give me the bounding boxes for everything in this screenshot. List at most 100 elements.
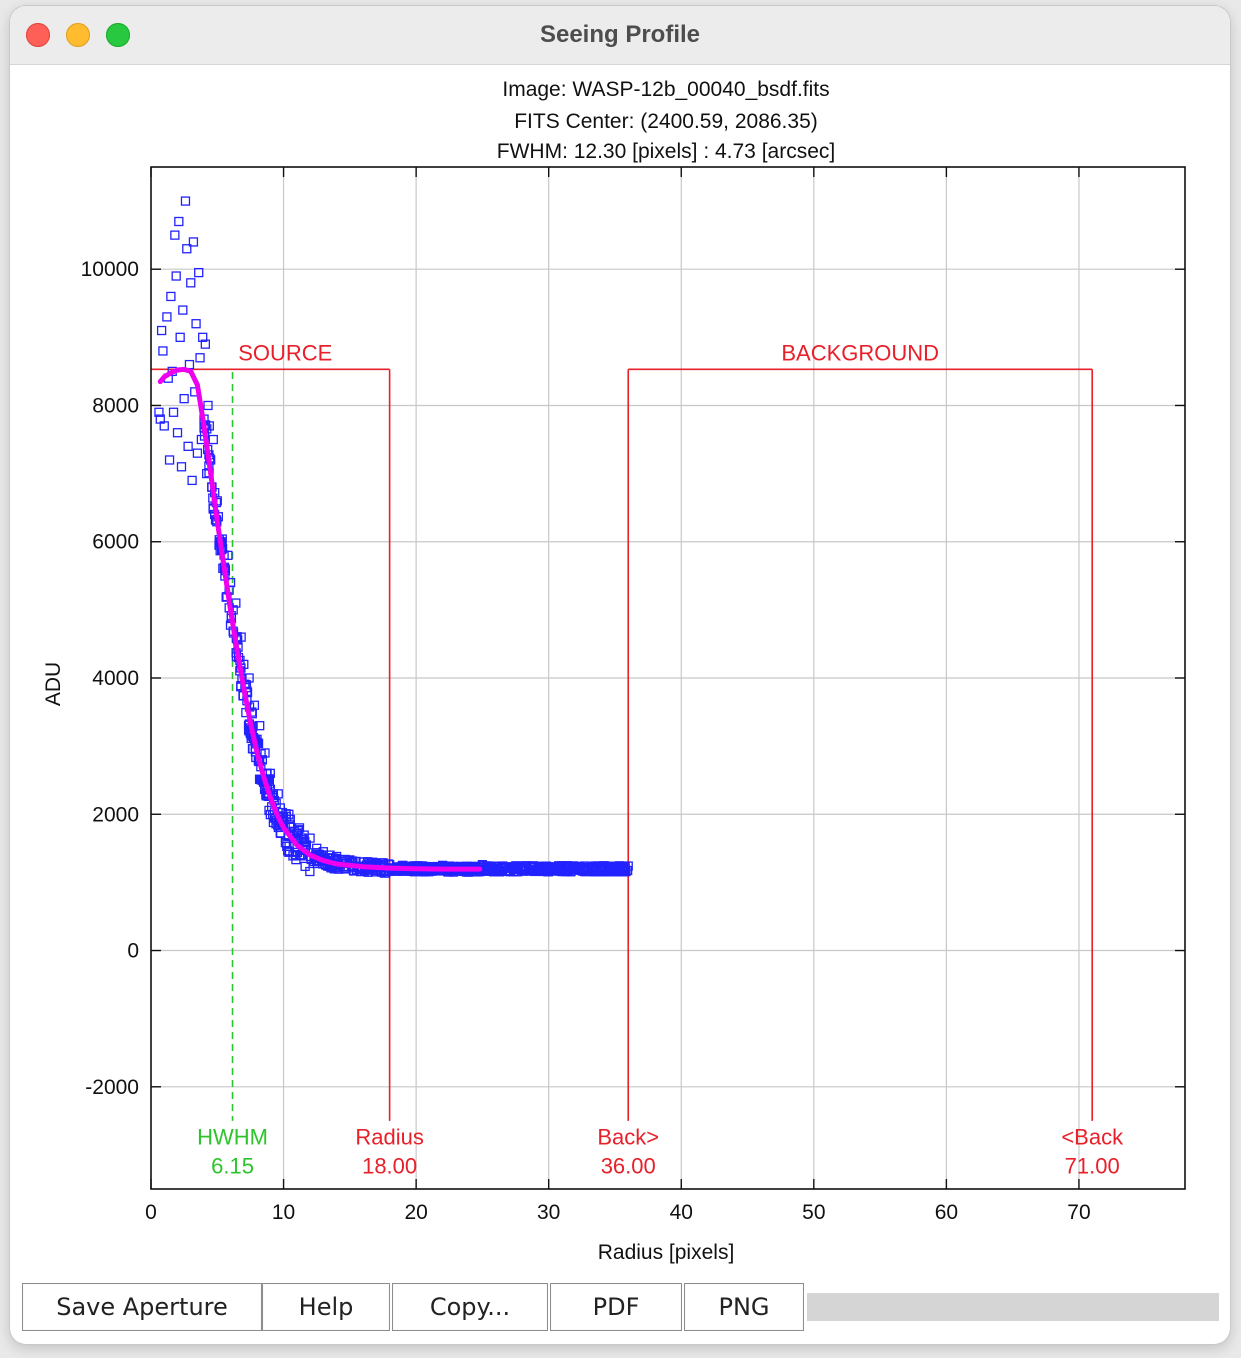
radius-marker-label: Radius [355,1125,423,1150]
y-tick-label: 8000 [92,394,139,417]
x-tick-label: 10 [272,1201,295,1224]
hwhm-marker-value: 6.15 [211,1153,254,1178]
title-fits-center: FITS Center: (2400.59, 2086.35) [514,110,818,133]
back-outer-marker-value: 71.00 [1065,1153,1120,1178]
data-point [570,862,580,873]
data-point [265,768,275,779]
grid [151,167,1185,1189]
zoom-window-button[interactable] [106,23,130,47]
data-point [305,866,315,877]
y-tick-label: -2000 [85,1076,139,1099]
source-label: SOURCE [238,340,332,365]
back-inner-marker-label: Back> [597,1125,659,1150]
data-point [491,864,501,875]
fit-curve-line [157,366,483,872]
y-tick-label: 0 [127,940,139,963]
data-point [273,789,283,799]
data-point [305,833,315,843]
data-point [156,325,167,336]
data-point [282,841,292,852]
plot-title: Image: WASP-12b_00040_bsdf.fits FITS Cen… [497,78,835,163]
data-point [517,861,527,871]
x-tick-label: 20 [404,1201,427,1224]
y-tick-label: 6000 [92,531,139,554]
data-point [176,462,187,472]
png-button[interactable]: PNG [684,1283,804,1331]
data-point [504,862,514,873]
title-bar[interactable]: Seeing Profile [10,6,1230,65]
pdf-button[interactable]: PDF [550,1283,682,1331]
data-point [182,244,192,254]
data-point [158,346,168,356]
data-point [567,865,578,875]
copy-button[interactable]: Copy... [392,1283,548,1331]
y-tick-label: 2000 [92,803,139,826]
data-point [300,861,310,872]
data-point [195,353,205,363]
data-point [184,359,195,370]
data-point [265,809,275,820]
data-point [260,748,270,758]
data-point [166,291,176,302]
data-point [194,267,204,278]
data-point [581,867,591,877]
x-tick-label: 30 [537,1201,560,1224]
fit-curve [157,366,483,872]
data-point [162,312,172,322]
data-point [296,851,306,861]
data-point [180,196,191,206]
data-point [529,862,539,873]
data-point [249,700,260,710]
help-button[interactable]: Help [262,1283,390,1331]
data-point [179,394,189,404]
data-point [477,860,488,870]
data-point [623,861,633,871]
data-point [191,319,201,329]
data-point [188,237,199,247]
data-point [244,673,254,683]
title-image-name: Image: WASP-12b_00040_bsdf.fits [502,78,829,101]
data-point [183,441,193,451]
data-point [607,862,618,873]
data-point [583,864,594,875]
data-point [284,847,294,857]
data-point [610,865,620,875]
background-label: BACKGROUND [781,340,939,365]
x-tick-label: 60 [935,1201,958,1224]
data-point [208,434,218,445]
data-point [159,421,169,431]
minimize-window-button[interactable] [66,23,90,47]
progress-bar [807,1293,1219,1321]
x-tick-label: 50 [802,1201,825,1224]
x-tick-label: 40 [670,1201,693,1224]
axes: 0 10 20 30 40 50 60 70 -2000 0 2000 4000 6000 8000 100… [81,167,1185,1224]
data-point [542,864,552,874]
data-point [203,400,213,411]
data-point [597,863,607,873]
radius-marker-value: 18.00 [362,1153,417,1178]
data-point [200,339,211,349]
data-point [530,865,541,875]
data-point [325,850,335,860]
data-point [284,809,294,819]
data-point [558,866,568,877]
aperture-markers: SOURCE BACKGROUND HWHM 6.15 Radius 18.00 Back>… [151,340,1124,1178]
data-point [557,864,567,874]
data-point [255,721,265,731]
back-outer-marker-label: <Back [1061,1125,1124,1150]
data-point [187,475,197,486]
data-point [171,271,181,281]
y-tick-label: 10000 [81,258,139,281]
hwhm-marker-label: HWHM [197,1125,268,1150]
data-point [164,455,175,465]
close-window-button[interactable] [26,23,50,47]
back-inner-marker-value: 36.00 [601,1153,656,1178]
data-point [331,851,342,862]
data-point [198,332,208,342]
data-point [172,428,183,438]
save-aperture-button[interactable]: Save Aperture [22,1283,262,1331]
plot-frame [150,166,1186,1190]
data-point [186,278,196,288]
data-point [174,216,184,227]
data-point [493,865,504,875]
